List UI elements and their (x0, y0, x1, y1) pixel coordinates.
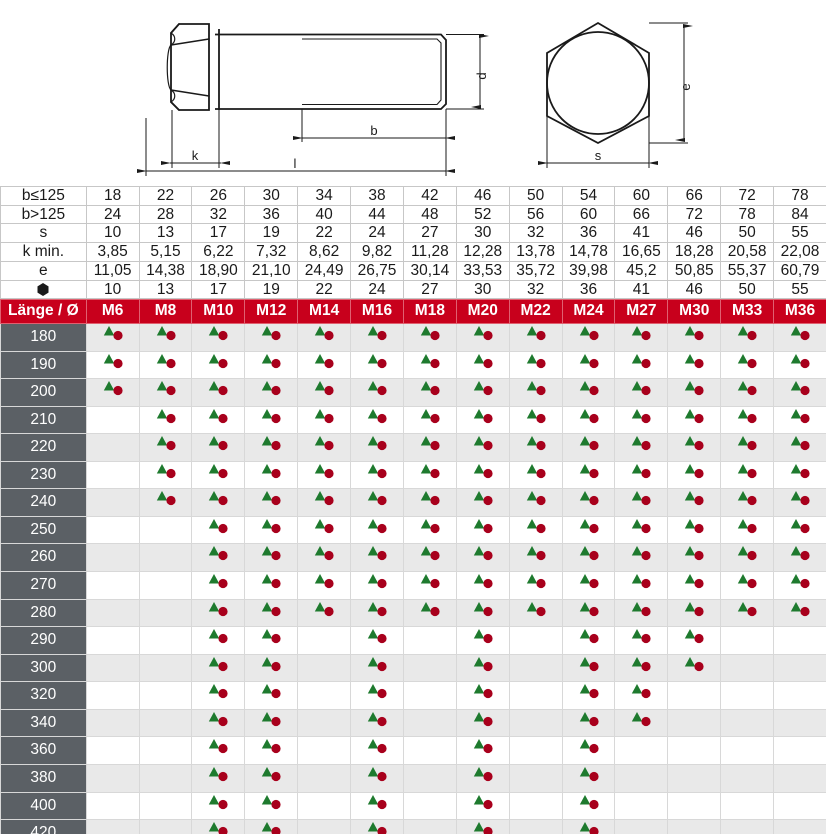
svg-text:e: e (678, 83, 693, 90)
svg-text:b: b (370, 123, 377, 138)
svg-text:k: k (192, 148, 199, 163)
svg-text:l: l (294, 156, 297, 171)
svg-text:d: d (474, 72, 489, 79)
svg-text:s: s (595, 148, 602, 163)
